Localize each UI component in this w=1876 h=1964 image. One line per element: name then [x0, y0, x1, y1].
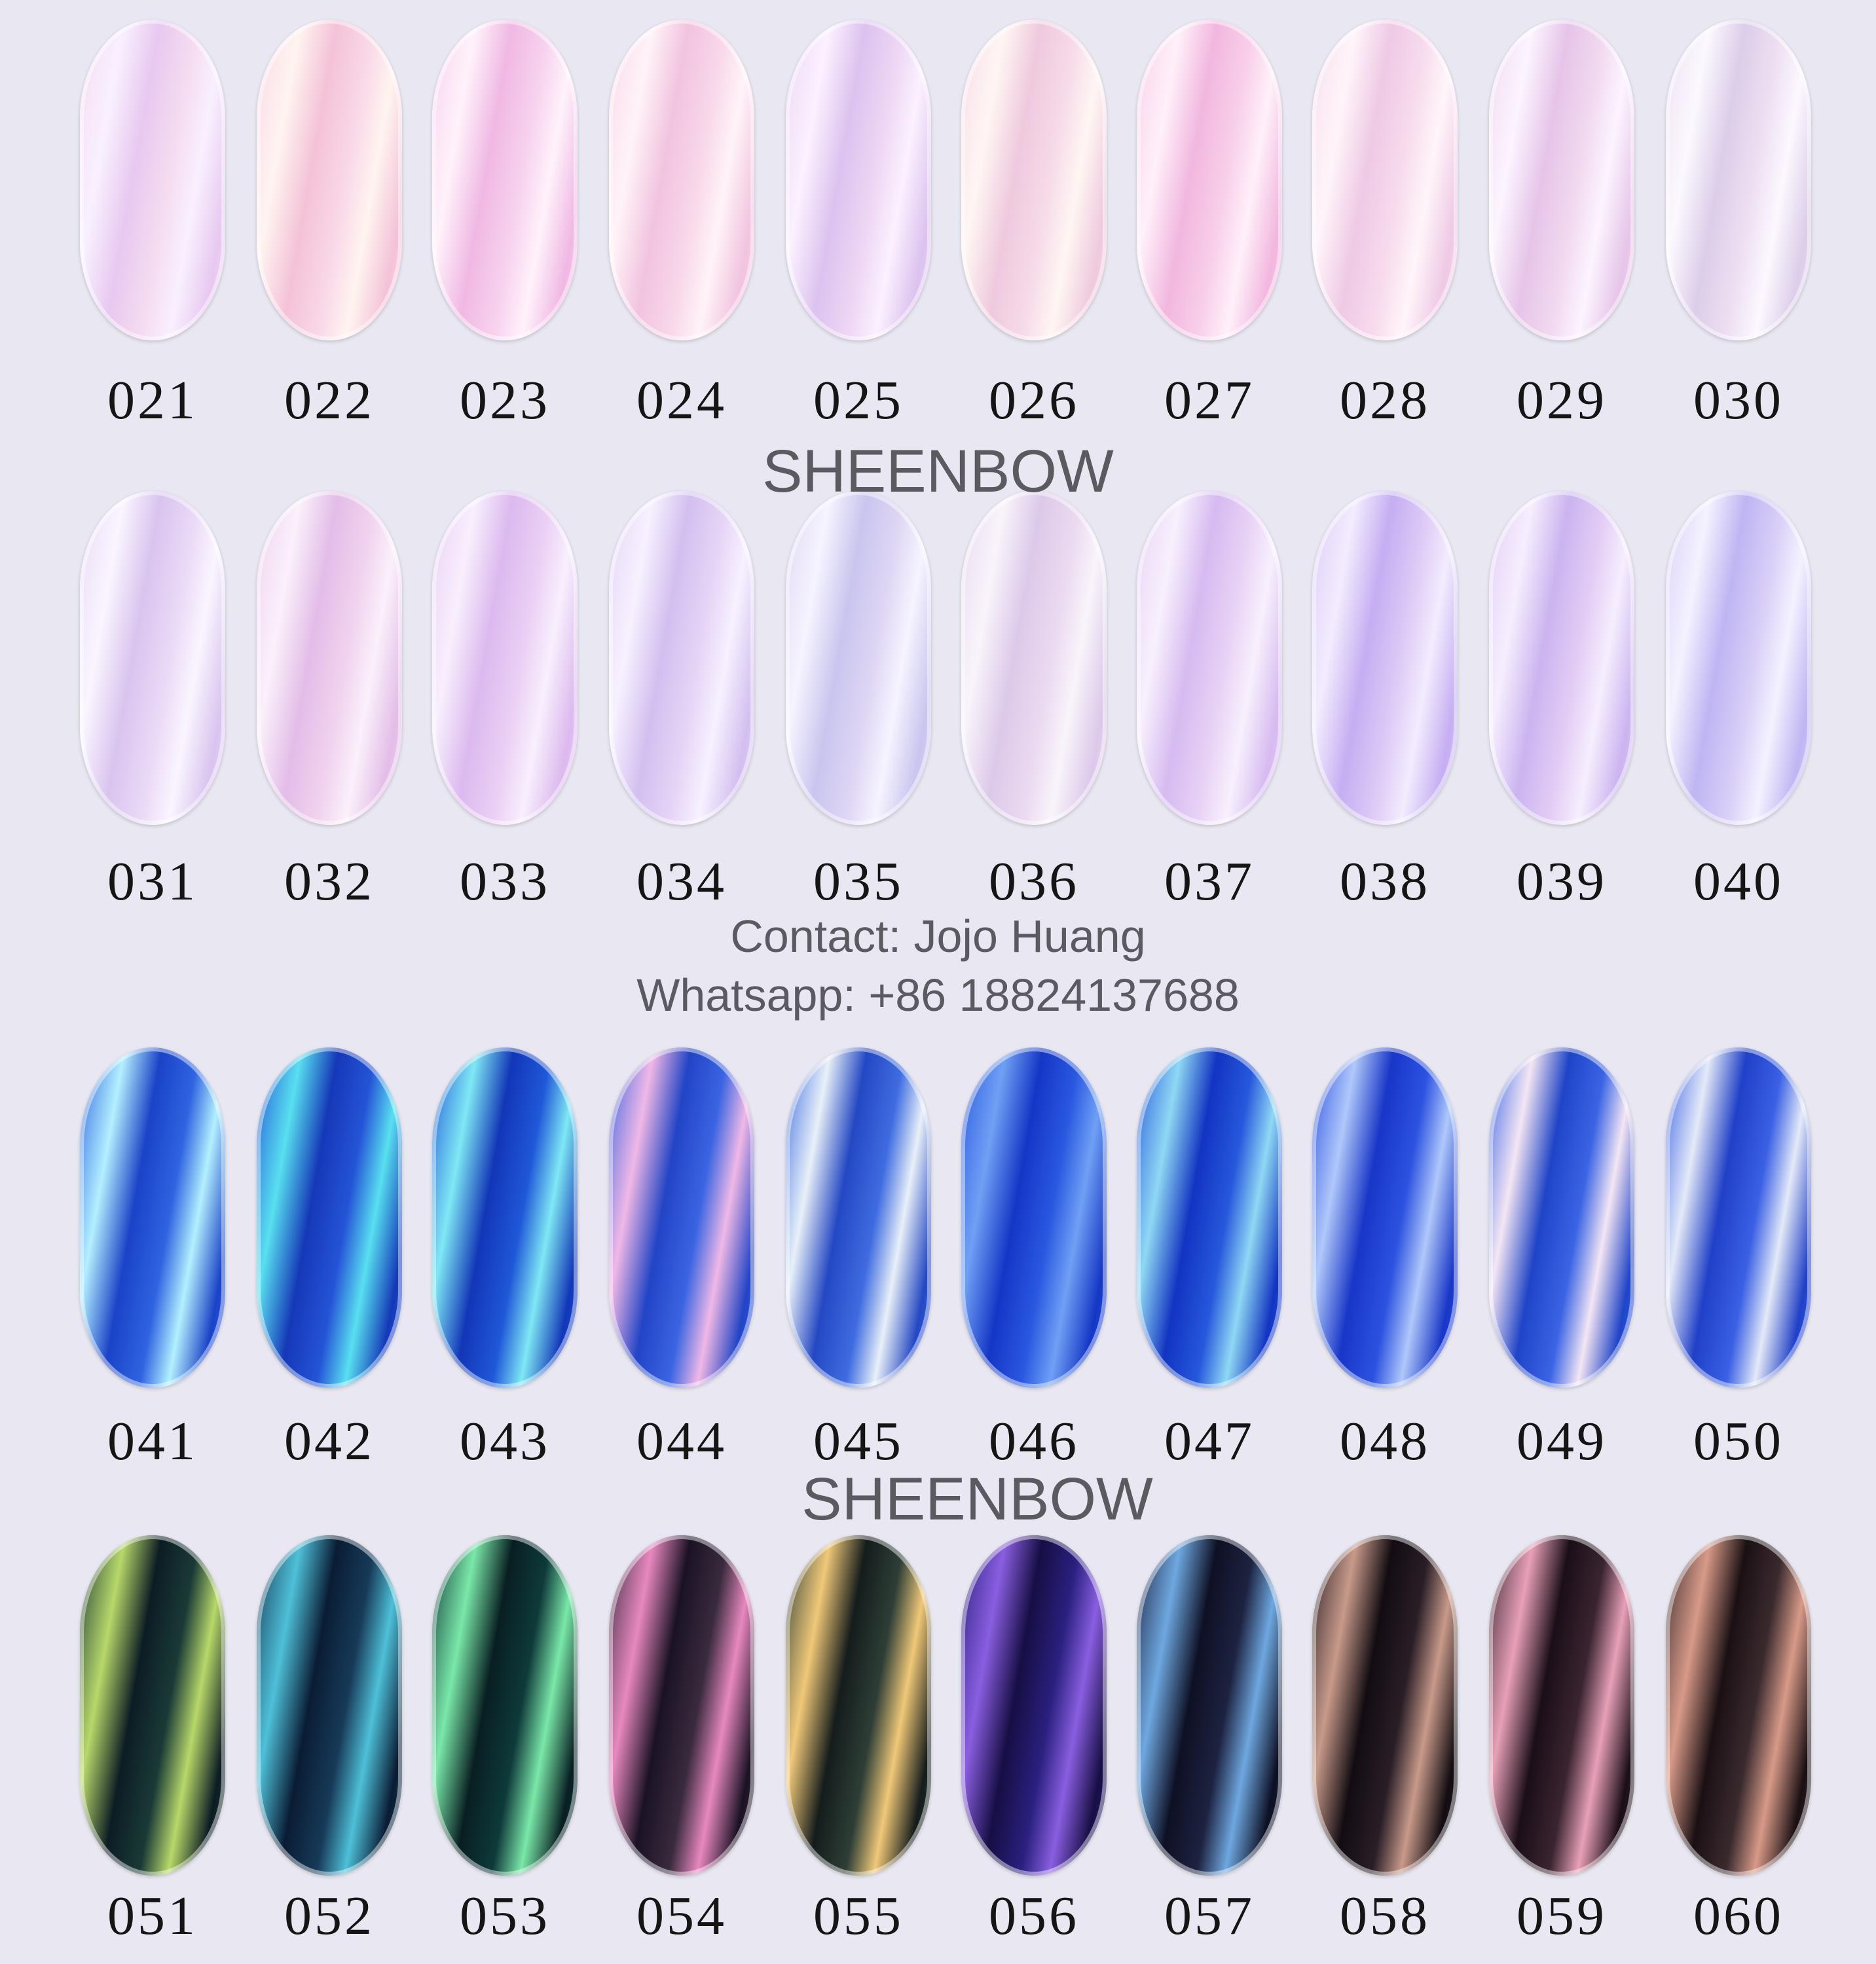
nail-swatch-044: [609, 1047, 754, 1388]
swatch-code-label: 035: [813, 851, 904, 912]
swatch-code-label: 048: [1340, 1411, 1430, 1472]
nail-swatch-055: [786, 1535, 931, 1876]
swatch-code-label: 036: [989, 851, 1079, 912]
nail-swatch-047: [1137, 1047, 1282, 1388]
nail-swatch-053: [432, 1535, 578, 1876]
nail-swatch-037: [1137, 491, 1282, 825]
swatch-code-label: 044: [636, 1411, 727, 1472]
nail-swatch-026: [961, 20, 1107, 340]
nail-swatch-034: [609, 491, 754, 825]
swatch-code-label: 026: [989, 370, 1079, 431]
swatch-code-label: 041: [107, 1411, 198, 1472]
nail-swatch-030: [1666, 20, 1811, 340]
nail-swatch-032: [257, 491, 402, 825]
swatch-code-label: 053: [460, 1885, 550, 1946]
swatch-code-label: 022: [284, 370, 375, 431]
nail-swatch-057: [1137, 1535, 1282, 1876]
swatch-code-label: 029: [1517, 370, 1607, 431]
swatch-code-label: 047: [1164, 1411, 1255, 1472]
swatch-code-label: 023: [460, 370, 550, 431]
nail-swatch-042: [257, 1047, 402, 1388]
nail-swatch-045: [786, 1047, 931, 1388]
nail-swatch-029: [1489, 20, 1634, 340]
nail-swatch-028: [1312, 20, 1458, 340]
swatch-code-label: 034: [636, 851, 727, 912]
swatch-code-label: 049: [1517, 1411, 1607, 1472]
nail-swatch-040: [1666, 491, 1811, 825]
nail-swatch-054: [609, 1535, 754, 1876]
nail-swatch-048: [1312, 1047, 1458, 1388]
swatch-code-label: 057: [1164, 1885, 1255, 1946]
whatsapp-line: Whatsapp: +86 18824137688: [636, 970, 1240, 1021]
nail-swatch-033: [432, 491, 578, 825]
nail-swatch-039: [1489, 491, 1634, 825]
brand-watermark-bottom: SHEENBOW: [801, 1466, 1153, 1533]
nail-swatch-021: [80, 20, 225, 340]
swatch-code-label: 032: [284, 851, 375, 912]
nail-swatch-022: [257, 20, 402, 340]
swatch-code-label: 039: [1517, 851, 1607, 912]
swatch-code-label: 025: [813, 370, 904, 431]
swatch-code-label: 050: [1693, 1411, 1784, 1472]
nail-swatch-046: [961, 1047, 1107, 1388]
swatch-code-label: 058: [1340, 1885, 1430, 1946]
nail-swatch-036: [961, 491, 1107, 825]
nail-swatch-056: [961, 1535, 1107, 1876]
swatch-code-label: 042: [284, 1411, 375, 1472]
swatch-code-label: 043: [460, 1411, 550, 1472]
swatch-code-label: 054: [636, 1885, 727, 1946]
nail-swatch-023: [432, 20, 578, 340]
nail-swatch-058: [1312, 1535, 1458, 1876]
swatch-code-label: 055: [813, 1885, 904, 1946]
nail-swatch-035: [786, 491, 931, 825]
nail-swatch-051: [80, 1535, 225, 1876]
nail-swatch-025: [786, 20, 931, 340]
swatch-code-label: 033: [460, 851, 550, 912]
swatch-code-label: 056: [989, 1885, 1079, 1946]
nail-swatch-050: [1666, 1047, 1811, 1388]
nail-swatch-031: [80, 491, 225, 825]
swatch-code-label: 045: [813, 1411, 904, 1472]
swatch-code-label: 052: [284, 1885, 375, 1946]
swatch-code-label: 059: [1517, 1885, 1607, 1946]
swatch-code-label: 021: [107, 370, 198, 431]
swatch-code-label: 031: [107, 851, 198, 912]
swatch-code-label: 030: [1693, 370, 1784, 431]
nail-swatch-038: [1312, 491, 1458, 825]
nail-swatch-060: [1666, 1535, 1811, 1876]
nail-swatch-041: [80, 1047, 225, 1388]
swatch-code-label: 024: [636, 370, 727, 431]
swatch-code-label: 038: [1340, 851, 1430, 912]
brand-watermark-top: SHEENBOW: [762, 438, 1114, 505]
nail-swatch-024: [609, 20, 754, 340]
swatch-code-label: 040: [1693, 851, 1784, 912]
contact-line: Contact: Jojo Huang: [730, 911, 1146, 962]
swatch-code-label: 027: [1164, 370, 1255, 431]
swatch-code-label: 051: [107, 1885, 198, 1946]
swatch-code-label: 028: [1340, 370, 1430, 431]
swatch-code-label: 060: [1693, 1885, 1784, 1946]
nail-swatch-059: [1489, 1535, 1634, 1876]
nail-swatch-049: [1489, 1047, 1634, 1388]
nail-swatch-043: [432, 1047, 578, 1388]
nail-swatch-052: [257, 1535, 402, 1876]
swatch-code-label: 046: [989, 1411, 1079, 1472]
swatch-code-label: 037: [1164, 851, 1255, 912]
nail-swatch-027: [1137, 20, 1282, 340]
